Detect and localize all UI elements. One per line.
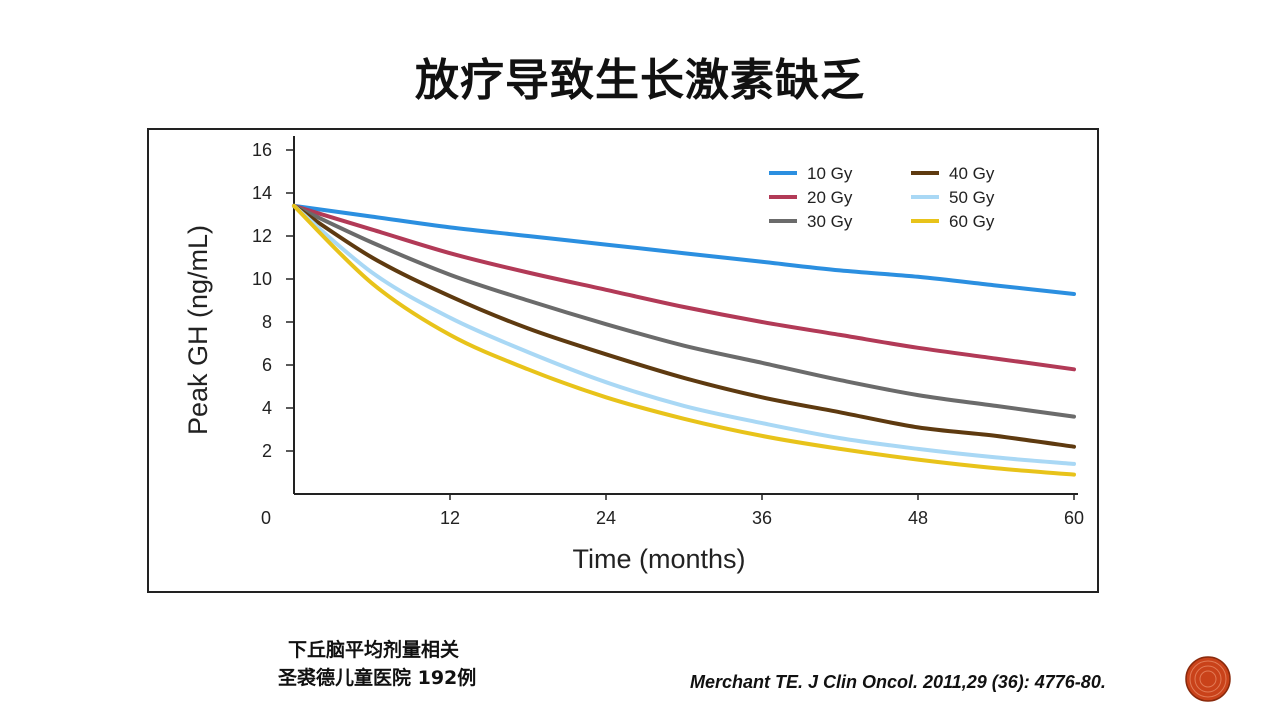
- x-axis-ticks: 0 12 24 36 48 60: [261, 494, 1084, 528]
- y-tick-label: 6: [262, 355, 272, 375]
- citation: Merchant TE. J Clin Oncol. 2011,29 (36):…: [690, 672, 1106, 692]
- x-tick-label: 12: [440, 508, 460, 528]
- legend-label-30-gy: 30 Gy: [807, 212, 853, 231]
- x-tick-label: 48: [908, 508, 928, 528]
- slide-title: 放疗导致生长激素缺乏: [415, 55, 865, 106]
- legend-label-20-gy: 20 Gy: [807, 188, 853, 207]
- x-tick-label: 36: [752, 508, 772, 528]
- study-note: 下丘脑平均剂量相关 圣裘德儿童医院 192例: [278, 636, 528, 692]
- y-tick-label: 2: [262, 441, 272, 461]
- chart-legend: 10 Gy 20 Gy 30 Gy 40 Gy 50 Gy 60 Gy: [769, 164, 995, 231]
- series-line-30-gy: [292, 203, 1076, 419]
- x-tick-label: 0: [261, 508, 271, 528]
- legend-label-50-gy: 50 Gy: [949, 188, 995, 207]
- series-line-40-gy: [292, 203, 1076, 449]
- y-tick-label: 4: [262, 398, 272, 418]
- y-tick-label: 14: [252, 183, 272, 203]
- chart-axes: [293, 136, 1078, 495]
- y-tick-label: 12: [252, 226, 272, 246]
- legend-label-60-gy: 60 Gy: [949, 212, 995, 231]
- legend-label-40-gy: 40 Gy: [949, 164, 995, 183]
- legend-label-10-gy: 10 Gy: [807, 164, 853, 183]
- series-line-50-gy: [292, 203, 1076, 466]
- series-lines: [292, 203, 1076, 477]
- x-axis-title: Time (months): [572, 544, 745, 574]
- circle-logo-icon: [1173, 656, 1243, 702]
- series-line-60-gy: [292, 203, 1076, 477]
- y-axis-title: Peak GH (ng/mL): [183, 225, 213, 435]
- note-line-hospital: 圣裘德儿童医院 192例: [278, 667, 477, 689]
- y-tick-label: 8: [262, 312, 272, 332]
- y-tick-label: 16: [252, 140, 272, 160]
- y-tick-label: 10: [252, 269, 272, 289]
- note-line-dose: 下丘脑平均剂量相关: [288, 639, 460, 661]
- x-tick-label: 60: [1064, 508, 1084, 528]
- x-tick-label: 24: [596, 508, 616, 528]
- y-axis-ticks: 2 4 6 8 10 12 14 16: [252, 140, 294, 461]
- chart-frame: 2 4 6 8 10 12 14 16 0 12 24 36 48 60 10 Gy 20 Gy 30 Gy…: [147, 128, 1099, 593]
- series-line-10-gy: [292, 203, 1076, 296]
- series-line-20-gy: [292, 203, 1076, 372]
